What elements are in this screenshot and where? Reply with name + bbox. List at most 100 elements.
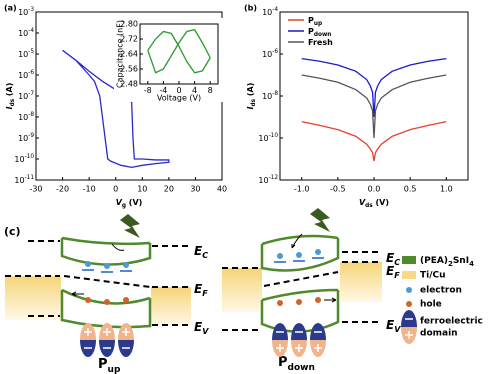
panel-label: (c) bbox=[4, 225, 21, 238]
legend-label: hole bbox=[420, 300, 442, 310]
tick-label: 2.80 bbox=[120, 20, 138, 29]
script: ds bbox=[365, 203, 373, 209]
legend-swatch bbox=[402, 256, 416, 264]
tick-label: 8 bbox=[208, 86, 213, 95]
level-label: EF bbox=[194, 282, 208, 299]
tick-label: -4 bbox=[159, 86, 167, 95]
script: ds bbox=[251, 98, 257, 106]
tick-label: -1.0 bbox=[294, 185, 310, 194]
tick-label: 10-7 bbox=[18, 91, 34, 101]
subscript: down bbox=[288, 363, 315, 373]
hole bbox=[123, 297, 129, 303]
y-axis-label: Ids (A) bbox=[246, 83, 257, 110]
tick-label: 0.5 bbox=[404, 185, 417, 194]
level-label: EC bbox=[386, 251, 400, 268]
light bbox=[310, 208, 330, 232]
symbol: E bbox=[386, 264, 395, 278]
arrow bbox=[291, 233, 303, 249]
script: -9 bbox=[28, 133, 34, 139]
electron bbox=[296, 252, 302, 258]
script: up bbox=[314, 21, 322, 27]
plus-sign bbox=[276, 344, 284, 352]
script: -6 bbox=[28, 70, 34, 76]
legend-swatch bbox=[406, 287, 412, 293]
text: V bbox=[116, 198, 123, 207]
tick-label: 20 bbox=[164, 185, 174, 194]
semiconductor-band bbox=[260, 234, 340, 333]
text: I bbox=[5, 106, 14, 109]
subscript: V bbox=[202, 327, 209, 336]
level-label: EF bbox=[386, 264, 400, 281]
text: 10 bbox=[18, 8, 28, 17]
series-line bbox=[301, 121, 447, 162]
subscript: V bbox=[394, 325, 401, 334]
ferroelectric-domain bbox=[99, 323, 115, 357]
x-axis-label: Voltage (V) bbox=[157, 94, 201, 103]
level-label: EV bbox=[194, 320, 209, 337]
legend-label: Ti/Cu bbox=[420, 271, 446, 281]
script: -11 bbox=[25, 175, 35, 181]
electron bbox=[123, 262, 129, 268]
electron bbox=[85, 261, 91, 267]
tick-label: 10-3 bbox=[18, 7, 34, 17]
text: 10 bbox=[258, 134, 268, 143]
text: (PEA) bbox=[420, 256, 448, 266]
text: 10 bbox=[18, 92, 28, 101]
symbol: E bbox=[194, 244, 203, 258]
symbol: E bbox=[386, 318, 395, 332]
text: SnI bbox=[453, 256, 469, 266]
symbol: E bbox=[386, 251, 395, 265]
level-label: EC bbox=[194, 244, 208, 261]
series-line bbox=[147, 28, 211, 74]
series-line bbox=[301, 58, 447, 118]
tick-label: 4 bbox=[192, 86, 197, 95]
tick-label: 2.64 bbox=[120, 50, 138, 59]
ferroelectric-domain bbox=[401, 310, 417, 344]
electron bbox=[277, 253, 283, 259]
script: -4 bbox=[272, 7, 278, 13]
legend-label: Pdown bbox=[308, 27, 331, 38]
text: P bbox=[308, 27, 314, 36]
state-label: Pdown bbox=[278, 355, 315, 373]
panel-label: (b) bbox=[244, 4, 257, 13]
script: -6 bbox=[272, 49, 278, 55]
script: -5 bbox=[28, 49, 34, 55]
plus-sign bbox=[314, 344, 322, 352]
text: 10 bbox=[262, 92, 272, 101]
tick-label: 40 bbox=[217, 185, 227, 194]
script: -10 bbox=[25, 154, 35, 160]
symbol: P bbox=[278, 355, 288, 370]
text: 10 bbox=[14, 176, 24, 185]
text: 10 bbox=[262, 8, 272, 17]
plus-sign bbox=[84, 328, 92, 336]
symbol: P bbox=[98, 357, 108, 372]
state-label: Pup bbox=[98, 357, 121, 374]
series-line bbox=[301, 74, 447, 139]
hole bbox=[296, 299, 302, 305]
level-label: EV bbox=[386, 318, 401, 335]
metal bbox=[340, 262, 382, 302]
tick-label: 0 bbox=[176, 86, 181, 95]
text: P bbox=[308, 16, 314, 25]
ferroelectric-domain bbox=[272, 323, 288, 357]
y-axis-label: Ids (A) bbox=[5, 83, 16, 110]
y-axis-label: Capacitance (nF) bbox=[116, 20, 125, 88]
tick-label: 30 bbox=[190, 185, 200, 194]
subscript: up bbox=[108, 365, 121, 374]
legend-label: ferroelectric bbox=[420, 317, 483, 327]
arrow bbox=[71, 291, 84, 297]
script: -8 bbox=[28, 112, 34, 118]
text: 10 bbox=[258, 176, 268, 185]
chart: -1.0 -0.5 0.0 0.5 1.010-1210-1010-810-610-4V… bbox=[244, 4, 469, 209]
chart: -8 -4 0 4 8 2.48 2.56 2.64 2.72 2.80 Voltage (V) Ca… bbox=[114, 18, 224, 103]
tick-label: 10-6 bbox=[262, 49, 278, 59]
subscript: F bbox=[202, 289, 208, 298]
symbol: E bbox=[194, 282, 203, 296]
tick-label: -20 bbox=[56, 185, 69, 194]
text: 10 bbox=[18, 29, 28, 38]
ferroelectric-domain bbox=[80, 323, 96, 357]
legend-label: domain bbox=[420, 329, 458, 339]
script: -7 bbox=[28, 91, 34, 97]
text: 10 bbox=[18, 113, 28, 122]
script: ds bbox=[10, 98, 16, 106]
